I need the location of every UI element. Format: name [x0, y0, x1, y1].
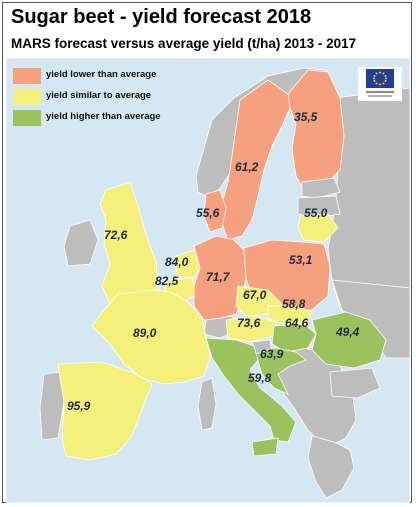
value-label-slovakia: 58,8 — [282, 297, 306, 311]
value-label-sweden: 61,2 — [235, 160, 259, 174]
european-commission-logo — [358, 67, 402, 101]
legend-swatch-higher — [13, 110, 41, 126]
value-label-germany: 71,7 — [206, 270, 230, 284]
eu-flag-icon — [366, 69, 394, 97]
value-label-denmark: 55,6 — [196, 206, 220, 220]
value-label-romania: 49,4 — [336, 325, 360, 339]
region-slovakia — [267, 305, 313, 325]
region-italy — [205, 337, 297, 443]
legend-swatch-similar — [13, 89, 41, 105]
value-label-belgium: 82,5 — [155, 274, 179, 288]
region-sicily — [251, 437, 279, 457]
value-label-poland: 53,1 — [289, 253, 313, 267]
region-netherlands — [175, 249, 201, 279]
ireland — [63, 219, 99, 267]
region-lithuania — [297, 213, 339, 243]
region-denmark — [203, 189, 227, 233]
value-label-france: 89,0 — [133, 326, 157, 340]
legend-label-lower: yield lower than average — [46, 69, 157, 80]
value-label-italy: 59,8 — [248, 371, 272, 385]
region-sweden — [221, 79, 291, 241]
greece — [307, 435, 355, 499]
sardinia-corsica — [197, 377, 217, 431]
map-area — [6, 58, 410, 503]
region-spain — [57, 361, 153, 461]
ukraine — [331, 279, 410, 359]
value-label-austria: 73,6 — [237, 316, 261, 330]
legend-swatch-lower — [13, 68, 41, 84]
region-germany — [193, 235, 247, 321]
value-label-lithuania: 55,0 — [304, 206, 328, 220]
map-title: Sugar beet - yield forecast 2018 — [11, 6, 312, 28]
value-label-czechia: 67,0 — [243, 288, 267, 302]
region-hungary — [271, 323, 317, 353]
value-label-croatia: 63,9 — [260, 347, 284, 361]
legend-label-similar: yield similar to average — [46, 90, 152, 101]
value-label-spain: 95,9 — [67, 399, 91, 413]
region-estonia — [301, 177, 341, 199]
value-label-hungary: 64,6 — [285, 316, 309, 330]
figure-frame: Sugar beet - yield forecast 2018 MARS fo… — [2, 2, 412, 503]
region-romania — [311, 311, 387, 369]
legend-label-higher: yield higher than average — [46, 111, 161, 122]
value-label-netherlands: 84,0 — [165, 255, 189, 269]
map-subtitle: MARS forecast versus average yield (t/ha… — [11, 36, 357, 51]
region-bulgaria — [329, 367, 381, 399]
value-label-uk: 72,6 — [104, 228, 128, 242]
region-croatia — [255, 347, 307, 395]
value-label-finland: 35,5 — [294, 110, 318, 124]
region-france — [91, 289, 211, 385]
europe-map — [6, 58, 410, 503]
